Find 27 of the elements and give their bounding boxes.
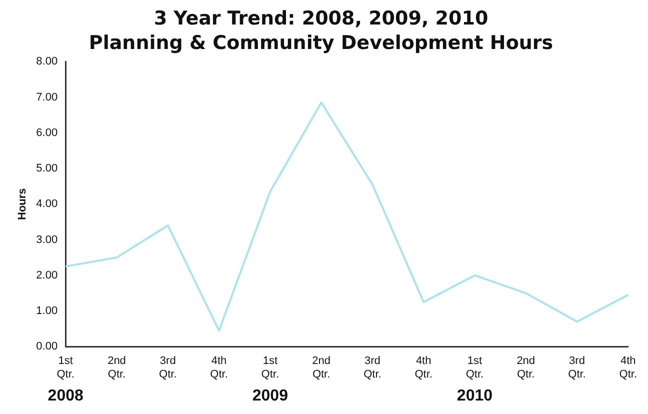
x-tick-label: 1st Qtr. <box>56 355 74 380</box>
x-tick-label: 1st Qtr. <box>466 355 484 380</box>
text: 2009 <box>252 387 288 404</box>
text: 2010 <box>456 387 493 404</box>
x-tick-label: 4th Qtr. <box>414 355 432 380</box>
text: 2008 <box>48 387 84 404</box>
y-tick-label: 4.00 <box>36 198 58 210</box>
x-tick-label: 2nd Qtr. <box>312 355 330 380</box>
x-tick-label: 4th Qtr. <box>619 355 638 380</box>
y-tick-label: 5.00 <box>36 162 58 175</box>
x-tick-label: 2nd Qtr. <box>108 355 126 380</box>
x-tick-label: 2nd Qtr. <box>516 355 536 380</box>
y-tick-label: 1.00 <box>36 305 58 318</box>
x-tick-label: 4th Qtr. <box>210 355 228 380</box>
y-axis-title: Hours <box>16 188 29 220</box>
y-tick-label: 7.00 <box>36 91 58 104</box>
y-tick-label: 6.00 <box>36 126 58 139</box>
y-tick-label: 2.00 <box>36 269 58 282</box>
y-tick-label: 3.00 <box>36 234 58 246</box>
x-tick-label: 3rd Qtr. <box>364 355 382 380</box>
x-tick-label: 3rd Qtr. <box>568 355 586 380</box>
y-tick-label: 8.00 <box>36 56 58 68</box>
x-tick-label: 3rd Qtr. <box>159 355 177 380</box>
chart-subtitle: Planning & Community Development Hours <box>88 32 554 54</box>
chart-title: 3 Year Trend: 2008, 2009, 2010 <box>154 7 488 30</box>
x-tick-label: 1st Qtr. <box>261 355 280 380</box>
y-tick-label: 0.00 <box>36 340 58 353</box>
